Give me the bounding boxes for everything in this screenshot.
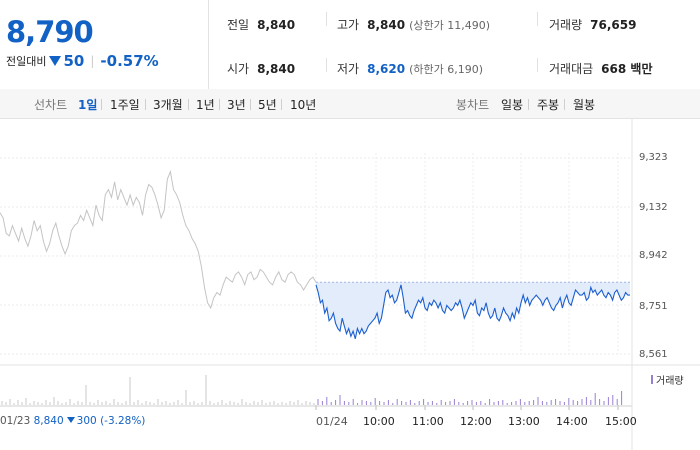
stat-prev-close: 전일 8,840 — [227, 16, 295, 33]
candle-chart-label: 봉차트 — [456, 98, 490, 112]
y-tick-label: 8,561 — [639, 349, 668, 360]
stat-label: 거래대금 — [549, 62, 594, 76]
series-line-today — [315, 284, 630, 339]
prev-day-change: 300 — [76, 415, 97, 427]
change-rate: -0.57% — [100, 52, 159, 70]
stat-value: 668 백만 — [601, 62, 653, 76]
divider: | — [90, 54, 95, 68]
down-arrow-icon — [49, 56, 62, 66]
x-tick-label: 10:00 — [363, 415, 395, 428]
x-tick-label: 15:00 — [605, 415, 637, 428]
y-tick-label: 8,942 — [639, 250, 668, 261]
quote-summary: 8,790 전일대비 50 | -0.57% 전일 8,840 고가 8,840 (상… — [0, 0, 700, 90]
chart-period-bar: 선차트 1일 1주일 3개월 1년 3년 5년 10년 봉차트 일봉 주봉 월봉 — [0, 89, 700, 119]
stat-label: 시가 — [227, 62, 250, 76]
lower-limit: (하한가 6,190) — [409, 63, 483, 76]
stat-value: 8,620 — [367, 62, 406, 76]
y-tick-label: 9,323 — [639, 152, 668, 163]
divider — [250, 99, 251, 110]
stat-high: 고가 8,840 (상한가 11,490) — [337, 16, 490, 33]
change-label: 전일대비 — [6, 55, 47, 68]
period-1d-option[interactable]: 1일 — [78, 98, 98, 112]
period-3y-option[interactable]: 3년 — [227, 98, 246, 112]
candle-monthly-option[interactable]: 월봉 — [573, 98, 596, 112]
price-panel: 8,790 전일대비 50 | -0.57% — [0, 0, 209, 89]
divider — [537, 58, 538, 72]
divider — [564, 99, 565, 110]
divider — [281, 99, 282, 110]
y-tick-label: 8,751 — [639, 301, 668, 312]
volume-legend: 거래량 — [651, 372, 684, 387]
period-1w-option[interactable]: 1주일 — [110, 98, 140, 112]
divider — [537, 12, 538, 26]
price-chart-svg — [0, 118, 700, 450]
stat-low: 저가 8,620 (하한가 6,190) — [337, 60, 483, 77]
x-tick-label: 01/24 — [316, 415, 348, 428]
series-line-prev-day — [0, 169, 317, 310]
x-tick-label: 12:00 — [460, 415, 492, 428]
prev-day-date: 01/23 — [0, 415, 31, 427]
candle-daily-option[interactable]: 일봉 — [501, 98, 524, 112]
divider — [326, 58, 327, 72]
down-arrow-icon — [66, 417, 75, 423]
stat-label: 저가 — [337, 62, 360, 76]
x-tick-label: 13:00 — [508, 415, 540, 428]
divider — [528, 99, 529, 110]
volume-swatch — [651, 375, 653, 384]
stat-trade-value: 거래대금 668 백만 — [549, 60, 652, 77]
upper-limit: (상한가 11,490) — [409, 19, 490, 32]
prev-day-close: 8,840 — [33, 415, 64, 427]
stat-label: 고가 — [337, 18, 360, 32]
x-tick-label: 14:00 — [556, 415, 588, 428]
line-chart-label: 선차트 — [34, 98, 68, 112]
stat-open: 시가 8,840 — [227, 60, 295, 77]
period-5y-option[interactable]: 5년 — [258, 98, 277, 112]
current-price: 8,790 — [6, 15, 94, 49]
period-10y-option[interactable]: 10년 — [290, 98, 317, 112]
x-tick-label: 11:00 — [412, 415, 444, 428]
prev-day-rate: (-3.28%) — [100, 415, 146, 427]
series-area-today — [316, 282, 630, 339]
y-tick-label: 9,132 — [639, 202, 668, 213]
period-1y-option[interactable]: 1년 — [196, 98, 215, 112]
divider — [326, 12, 327, 26]
stat-volume: 거래량 76,659 — [549, 16, 636, 33]
stat-label: 전일 — [227, 18, 250, 32]
change-row: 전일대비 50 | -0.57% — [6, 52, 159, 70]
divider — [145, 99, 146, 110]
divider — [188, 99, 189, 110]
stat-value: 8,840 — [367, 18, 406, 32]
divider — [101, 99, 102, 110]
period-3m-option[interactable]: 3개월 — [153, 98, 183, 112]
divider — [219, 99, 220, 110]
stat-value: 76,659 — [590, 18, 637, 32]
prev-day-info: 01/23 8,840 300 (-3.28%) — [0, 415, 145, 427]
stat-value: 8,840 — [257, 62, 296, 76]
stat-value: 8,840 — [257, 18, 296, 32]
price-chart: 9,323 9,132 8,942 8,751 8,561 거래량 01/23 … — [0, 118, 700, 450]
change-amount: 50 — [63, 52, 85, 70]
candle-weekly-option[interactable]: 주봉 — [537, 98, 560, 112]
volume-legend-label: 거래량 — [656, 376, 684, 387]
stat-label: 거래량 — [549, 18, 583, 32]
